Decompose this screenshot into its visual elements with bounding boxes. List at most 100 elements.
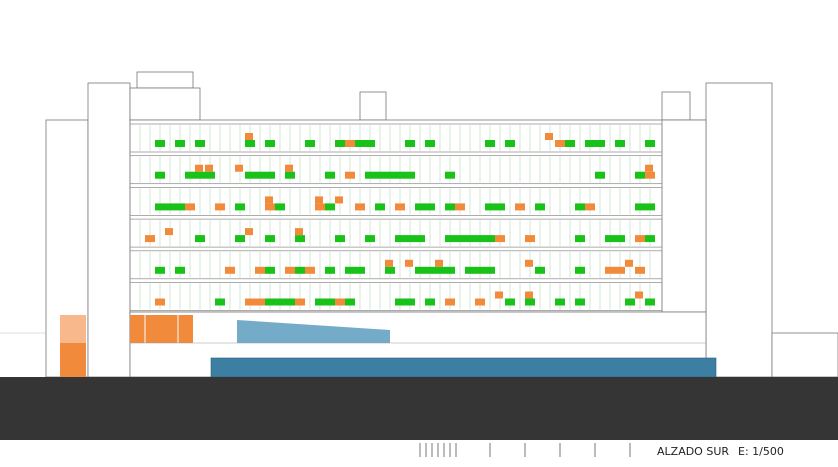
panel: [415, 266, 425, 274]
panel: [195, 140, 205, 147]
panel: [525, 235, 535, 243]
panel: [325, 266, 335, 274]
panel: [305, 140, 315, 147]
panel: [455, 235, 465, 243]
floor-band: [129, 218, 663, 248]
building-outline: [0, 71, 838, 378]
panel: [365, 140, 375, 147]
panel: [445, 298, 455, 306]
panel: [235, 235, 245, 243]
panel: [475, 235, 485, 243]
panel: [405, 140, 415, 147]
panel: [355, 203, 365, 211]
panel: [535, 203, 545, 211]
panel: [155, 140, 165, 147]
panel: [465, 235, 475, 243]
panel: [395, 203, 405, 211]
panel: [255, 298, 265, 306]
panel: [535, 266, 545, 274]
panel: [335, 235, 345, 243]
floor-band: [129, 250, 663, 280]
panel: [265, 196, 273, 204]
panel: [315, 298, 325, 306]
panel: [385, 266, 395, 274]
panel: [285, 171, 295, 179]
panel: [645, 171, 655, 179]
panel: [275, 298, 285, 306]
panel: [475, 298, 485, 306]
panel: [145, 235, 155, 243]
panel: [265, 298, 275, 306]
panel: [315, 203, 325, 211]
panel: [375, 203, 385, 211]
panel: [575, 235, 585, 243]
panel: [155, 171, 165, 179]
panel: [325, 171, 335, 179]
panel: [515, 203, 525, 211]
floor-band: [129, 155, 663, 185]
panel: [405, 235, 415, 243]
panel: [315, 196, 323, 204]
ground: [0, 377, 838, 440]
panel: [615, 235, 625, 243]
panel: [605, 235, 615, 243]
panel: [645, 298, 655, 306]
panel: [215, 203, 225, 211]
panel: [265, 266, 275, 274]
panel: [195, 235, 205, 243]
panel: [275, 203, 285, 211]
panel: [225, 266, 235, 274]
panel: [385, 259, 393, 267]
panel: [295, 266, 305, 274]
panel: [495, 203, 505, 211]
panel: [185, 203, 195, 211]
panel: [335, 298, 345, 306]
panel: [455, 203, 465, 211]
floor-band: [129, 282, 663, 311]
panel: [265, 203, 275, 211]
facade-floors: [129, 123, 663, 311]
panel: [185, 171, 195, 179]
panel: [435, 266, 445, 274]
panel: [585, 203, 595, 211]
panel: [525, 259, 533, 267]
panel: [525, 291, 533, 299]
panel: [205, 171, 215, 179]
panel: [325, 203, 335, 211]
panel: [365, 171, 375, 179]
panel: [625, 298, 635, 306]
panel: [235, 164, 243, 172]
panel: [575, 298, 585, 306]
floor-band: [129, 123, 663, 153]
panel: [505, 298, 515, 306]
panel: [435, 259, 443, 267]
panel: [495, 291, 503, 299]
panel: [635, 266, 645, 274]
panel: [485, 203, 495, 211]
panel: [615, 140, 625, 147]
caption-scale: E: 1/500: [738, 445, 784, 458]
panel: [505, 140, 515, 147]
panel: [345, 171, 355, 179]
panel: [615, 266, 625, 274]
panel: [445, 203, 455, 211]
panel: [395, 298, 405, 306]
panel: [445, 171, 455, 179]
panel: [425, 298, 435, 306]
panel: [245, 228, 253, 236]
panel: [545, 133, 553, 140]
panel: [215, 298, 225, 306]
panel: [555, 298, 565, 306]
panel: [635, 235, 645, 243]
panel: [175, 140, 185, 147]
panel: [245, 298, 255, 306]
panel: [165, 203, 175, 211]
panel: [645, 235, 655, 243]
panel: [415, 203, 425, 211]
panel: [295, 235, 305, 243]
panel: [485, 266, 495, 274]
panel: [445, 266, 455, 274]
panel: [335, 140, 345, 147]
panel: [415, 235, 425, 243]
panel: [245, 133, 253, 140]
